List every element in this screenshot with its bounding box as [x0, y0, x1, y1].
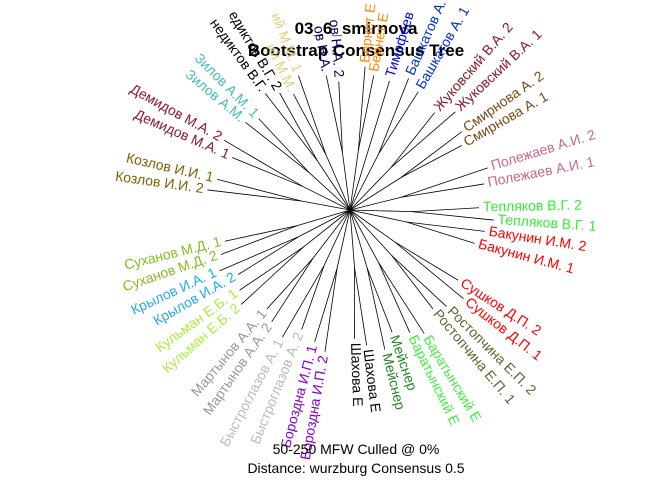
- tree-branch-leaf: [390, 112, 435, 168]
- tree-branch-leaf: [223, 139, 304, 188]
- tree-branch-leaf: [279, 92, 318, 161]
- tree-branch-internal: [297, 209, 351, 227]
- tree-branch-internal: [309, 172, 351, 211]
- tree-branch-leaf: [224, 225, 298, 242]
- tree-branch-internal: [325, 154, 351, 211]
- tree-branch-leaf: [301, 265, 325, 330]
- tree-branch-leaf: [391, 255, 434, 310]
- tree-branch-leaf: [411, 211, 494, 221]
- chart-footer: 50-250 MFW Culled @ 0% Distance: wurzbur…: [0, 440, 672, 478]
- tree-branch-internal: [349, 209, 379, 263]
- tree-branch-leaf: [400, 145, 462, 178]
- tree-branch-leaf: [400, 131, 463, 178]
- tree-branch-internal: [301, 200, 351, 211]
- tree-branch-leaf: [354, 267, 368, 346]
- tree-branch-leaf: [394, 241, 464, 299]
- tree-branch-internal: [342, 152, 351, 211]
- tree-branch-leaf: [378, 261, 425, 334]
- tree-branch-leaf: [366, 267, 393, 333]
- tree-branch-leaf: [400, 183, 485, 198]
- tree-branch-leaf: [314, 267, 338, 342]
- tree-branch-leaf: [216, 178, 302, 202]
- tree-branch-leaf: [325, 75, 343, 153]
- tree-branch-internal: [336, 209, 351, 269]
- tree-branch-leaf: [406, 221, 475, 244]
- tree-branch-internal: [349, 209, 396, 243]
- tree-branch-leaf: [391, 255, 447, 307]
- tree-branch-leaf: [271, 257, 314, 323]
- tree-branch-internal: [298, 209, 351, 238]
- tree-branch-leaf: [358, 75, 375, 151]
- footer-line-2: Distance: wurzburg Consensus 0.5: [247, 460, 465, 476]
- tree-branch-leaf: [378, 91, 419, 154]
- title-line-1: 03_6_smirnova: [294, 19, 418, 38]
- tree-branch-leaf: [258, 118, 310, 174]
- tree-branch-leaf: [349, 80, 390, 211]
- tree-branch-leaf: [239, 246, 304, 291]
- leaf-label: Тепляков В.Г. 2: [483, 197, 582, 215]
- tree-branch-leaf: [293, 93, 327, 155]
- tree-branch-internal: [349, 209, 368, 269]
- tree-branch-leaf: [219, 236, 299, 272]
- tree-branch-leaf: [366, 267, 386, 350]
- tree-branch-internal: [349, 177, 402, 211]
- leaf-label: Шахова Е: [360, 348, 384, 413]
- footer-line-1: 50-250 MFW Culled @ 0%: [272, 441, 440, 457]
- leaf-label: ов Н.А.: [311, 24, 335, 72]
- tree-branch-leaf: [411, 207, 480, 213]
- tree-branch-leaf: [232, 157, 304, 188]
- tree-branch-leaf: [266, 257, 314, 310]
- tree-branch-leaf: [377, 262, 411, 333]
- tree-branch-internal: [303, 186, 351, 211]
- tree-branch-leaf: [358, 66, 366, 151]
- tree-branch-leaf: [220, 225, 298, 255]
- leaf-label: Тепляков В.Г. 1: [497, 211, 597, 234]
- tree-branch-internal: [349, 150, 359, 211]
- tree-branch-leaf: [394, 241, 459, 281]
- tree-branch-leaf: [245, 121, 310, 174]
- tree-branch-leaf: [391, 111, 456, 168]
- leaf-label: ов Н.А. 2: [327, 19, 348, 78]
- tree-branch-leaf: [338, 81, 343, 153]
- tree-branch-leaf: [282, 265, 325, 338]
- tree-branch-leaf: [207, 189, 302, 202]
- tree-branch-internal: [316, 160, 351, 211]
- tree-branch-internal: [349, 153, 380, 211]
- tree-branch-leaf: [400, 167, 488, 198]
- tree-branch-leaf: [238, 236, 299, 275]
- tree-branch-internal: [349, 196, 401, 211]
- tree-branch-internal: [323, 209, 351, 266]
- tree-branch-internal: [349, 209, 407, 223]
- chart-title: 03_6_smirnova Bootstrap Consensus Tree: [0, 18, 672, 62]
- leaf-label: Бернет Е: [356, 3, 378, 64]
- tree-branch-leaf: [241, 246, 304, 305]
- tree-branch-internal: [349, 209, 355, 268]
- tree-branch-leaf: [406, 221, 485, 232]
- tree-branch-internal: [303, 209, 351, 248]
- tree-branch-leaf: [324, 267, 338, 352]
- title-line-2: Bootstrap Consensus Tree: [247, 41, 465, 60]
- tree-branch-internal: [312, 209, 351, 259]
- tree-branch-internal: [349, 209, 392, 256]
- tree-branch-internal: [349, 166, 392, 211]
- tree-branch-leaf: [265, 93, 318, 161]
- tree-branch-leaf: [298, 75, 327, 155]
- tree-branch-internal: [349, 209, 412, 213]
- tree-branch-leaf: [378, 78, 409, 154]
- leaf-label: Шахова Е: [348, 343, 366, 407]
